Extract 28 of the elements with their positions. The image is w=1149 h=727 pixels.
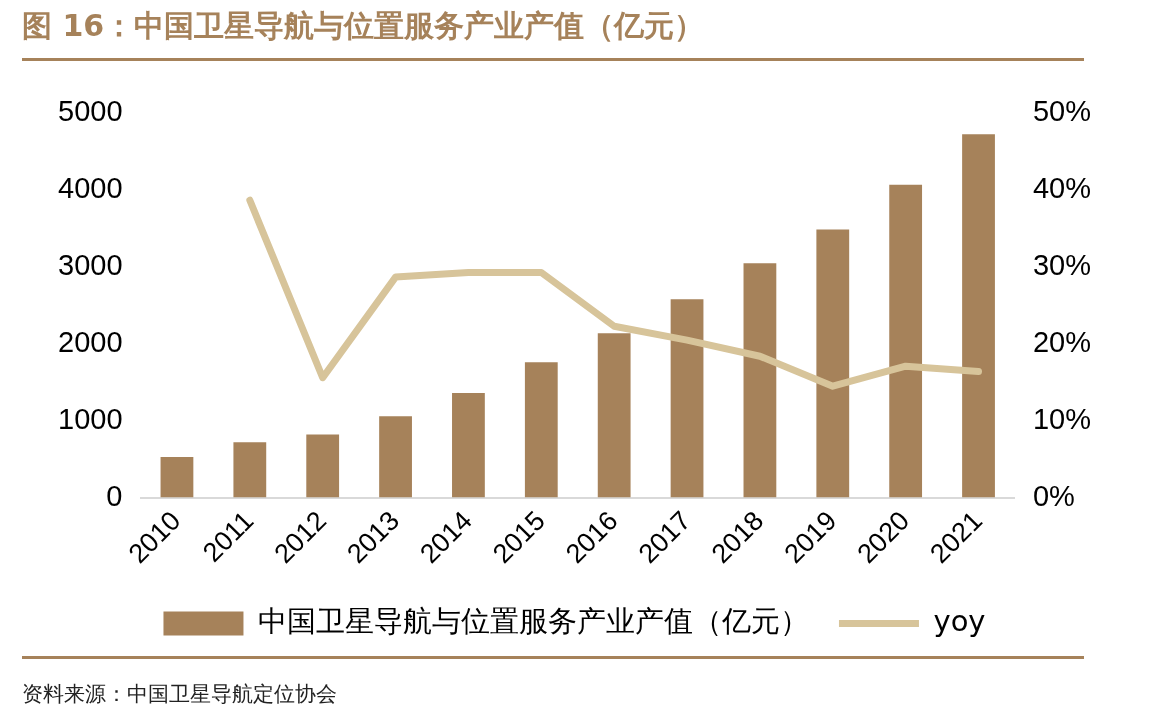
bar	[379, 416, 412, 498]
y2-tick-label: 10%	[1032, 402, 1091, 435]
legend-label: 中国卫星导航与位置服务产业产值（亿元）	[257, 604, 809, 639]
legend-label: yoy	[933, 604, 986, 639]
y2-tick-label: 30%	[1032, 249, 1091, 282]
bar	[816, 229, 850, 498]
y2-tick-label: 20%	[1032, 325, 1091, 358]
y-tick-label: 1000	[58, 402, 123, 435]
y-tick-label: 2000	[58, 325, 123, 358]
y-tick-label: 3000	[58, 249, 123, 282]
bar	[743, 263, 777, 498]
y2-tick-label: 40%	[1032, 172, 1091, 205]
bar	[670, 299, 704, 498]
bar	[452, 393, 485, 498]
bar	[962, 134, 995, 498]
bar	[233, 442, 267, 498]
y2-tick-label: 50%	[1032, 95, 1091, 128]
y2-tick-label: 0%	[1032, 479, 1075, 512]
y-tick-label: 0	[106, 479, 123, 512]
y-tick-label: 5000	[58, 95, 123, 128]
bar	[524, 362, 558, 498]
bar	[160, 456, 194, 498]
bar	[306, 434, 340, 498]
bar	[889, 184, 923, 498]
bar	[597, 333, 631, 498]
chart-title: 图 16：中国卫星导航与位置服务产业产值（亿元）	[22, 7, 705, 45]
y-tick-label: 4000	[58, 172, 123, 205]
text: 资料来源：中国卫星导航定位协会	[22, 681, 337, 708]
